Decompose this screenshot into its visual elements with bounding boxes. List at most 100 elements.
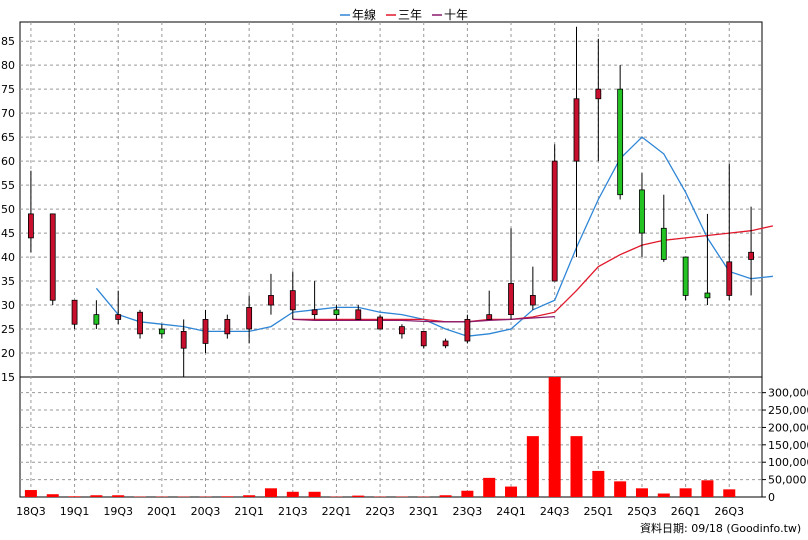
volume-bar — [308, 491, 321, 497]
price-tick-label: 60 — [1, 155, 15, 168]
volume-bar — [548, 377, 561, 497]
price-tick-label: 85 — [1, 35, 15, 48]
candle-body — [355, 309, 362, 320]
candle-body — [137, 311, 143, 335]
price-axis: 20 25 30 35 40 45 50 55 60 65 70 75 80 85 15 — [1, 35, 15, 384]
volume-bar — [243, 495, 256, 497]
volume-bar — [461, 490, 474, 497]
legend-label: 年線 — [352, 7, 376, 22]
price-tick-label: 45 — [1, 227, 15, 240]
x-tick-label: 25Q3 — [627, 505, 657, 518]
ma-line-三年 — [292, 225, 774, 323]
candle-body — [573, 98, 580, 162]
x-tick-label: 23Q1 — [409, 505, 439, 518]
candle-body — [93, 314, 100, 325]
x-tick-label: 26Q3 — [714, 505, 744, 518]
volume-tick-label: 200,000 — [768, 421, 808, 434]
price-grid — [20, 22, 762, 497]
volume-bar — [439, 495, 452, 497]
volume-bar — [286, 491, 299, 497]
candle-body — [639, 189, 645, 234]
candle-body — [399, 326, 405, 335]
x-tick-label: 18Q3 — [16, 505, 46, 518]
volume-bar — [614, 481, 627, 497]
candle-body — [748, 251, 754, 260]
volume-bar — [526, 436, 539, 497]
price-tick-label: 25 — [1, 323, 15, 336]
volume-bar — [657, 493, 670, 497]
volume-bar — [723, 489, 736, 497]
x-tick-label: 22Q1 — [322, 505, 352, 518]
source-note: 資料日期: 09/18 (Goodinfo.tw) — [640, 521, 801, 535]
price-tick-label: 40 — [1, 251, 15, 264]
volume-tick-label: 150,000 — [768, 439, 808, 452]
volume-bar — [46, 494, 59, 497]
candle-body — [551, 160, 558, 282]
volume-bar — [112, 495, 125, 497]
volume-bar — [570, 436, 583, 497]
candle-body — [224, 319, 231, 335]
candle-body — [246, 307, 253, 330]
candle-body — [202, 319, 209, 344]
candle-body — [704, 292, 711, 299]
candle-body — [442, 340, 449, 347]
volume-tick-label: 50,000 — [768, 474, 807, 487]
ma-line-年線 — [95, 136, 773, 337]
price-tick-label: 55 — [1, 179, 15, 192]
candle-body — [508, 283, 514, 316]
price-tick-label: 20 — [1, 347, 15, 360]
x-tick-label: 26Q1 — [671, 505, 701, 518]
candle-body — [158, 328, 165, 335]
price-plot-frame — [19, 21, 763, 378]
volume-bar — [24, 490, 37, 497]
x-tick-label: 24Q1 — [496, 505, 526, 518]
volume-axis: 0 50,000 100,000 150,000 200,000 250,000 300,0… — [762, 387, 808, 504]
price-tick-label: 50 — [1, 203, 15, 216]
candle-body — [726, 261, 733, 296]
candle-body — [115, 314, 122, 320]
volume-bar — [352, 495, 365, 497]
volume-bar — [505, 486, 518, 497]
candle-body — [682, 256, 689, 296]
candle-body — [180, 331, 187, 349]
candle-body — [289, 290, 296, 311]
volume-bars — [24, 377, 736, 497]
volume-bar — [68, 496, 81, 497]
price-tick-label: 65 — [1, 131, 15, 144]
legend-label: 三年 — [398, 8, 422, 22]
volume-tick-label: 250,000 — [768, 404, 808, 417]
candle-body — [595, 88, 602, 100]
price-tick-label: 30 — [1, 299, 15, 312]
volume-bar — [701, 480, 714, 497]
candle-body — [529, 295, 536, 306]
volume-bar — [90, 495, 103, 497]
price-tick-label: 75 — [1, 83, 15, 96]
candle-body — [268, 295, 274, 306]
x-tick-label: 20Q1 — [147, 505, 177, 518]
price-tick-label: 15 — [1, 371, 15, 384]
volume-bar — [483, 477, 496, 497]
candlesticks — [28, 26, 754, 377]
volume-bar — [592, 470, 605, 497]
candle-body — [420, 331, 427, 347]
volume-tick-label: 100,000 — [768, 456, 808, 469]
legend: 年線 三年 十年 — [340, 7, 468, 22]
candle-body — [71, 299, 78, 325]
x-tick-label: 25Q1 — [583, 505, 613, 518]
x-axis: 18Q3 19Q1 19Q3 20Q1 20Q3 21Q1 21Q3 22Q1 22Q3 23Q1… — [16, 505, 744, 518]
legend-label: 十年 — [444, 8, 468, 22]
x-tick-label: 21Q3 — [278, 505, 308, 518]
price-tick-label: 80 — [1, 59, 15, 72]
volume-grid — [20, 392, 762, 481]
candle-body — [464, 319, 471, 342]
volume-tick-label: 300,000 — [768, 387, 808, 400]
x-tick-label: 21Q1 — [234, 505, 264, 518]
x-tick-label: 23Q3 — [453, 505, 483, 518]
x-tick-label: 20Q3 — [191, 505, 221, 518]
volume-bar — [264, 488, 277, 497]
volume-plot-frame — [19, 376, 763, 498]
candle-body — [311, 309, 318, 316]
candle-body — [617, 88, 624, 196]
candle-body — [49, 213, 56, 301]
